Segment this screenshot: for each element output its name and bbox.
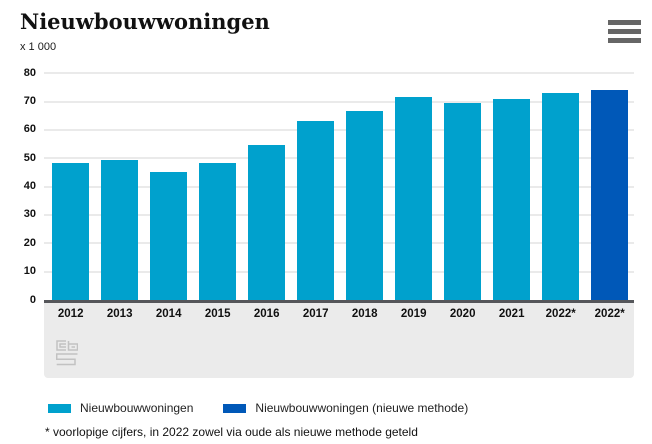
menu-bar [608, 38, 641, 43]
y-axis-label: 40 [23, 180, 36, 193]
legend-item: Nieuwbouwwoningen [48, 401, 193, 415]
menu-bar [608, 20, 641, 25]
x-axis-label: 2021 [498, 308, 525, 320]
bar-2017[interactable] [297, 121, 335, 300]
legend-item: Nieuwbouwwoningen (nieuwe methode) [223, 401, 468, 415]
gridline [44, 72, 634, 75]
gridline [44, 213, 634, 216]
y-axis-label: 10 [23, 265, 36, 278]
bar-2016[interactable] [248, 145, 286, 300]
cbs-logo-icon [56, 340, 78, 366]
x-axis-label: 2015 [204, 308, 231, 320]
y-axis-label: 60 [23, 123, 36, 136]
gridline [44, 270, 634, 273]
y-axis-label: 30 [23, 208, 36, 221]
x-axis-label: 2019 [400, 308, 427, 320]
gridline [44, 185, 634, 188]
gridline [44, 128, 634, 131]
gridline [44, 242, 634, 245]
menu-bar [608, 29, 641, 34]
x-axis-label: 2016 [253, 308, 280, 320]
chart-title: Nieuwbouwwoningen [20, 9, 270, 34]
gridline [44, 100, 634, 103]
bar-2013[interactable] [101, 159, 139, 300]
x-axis-band [44, 303, 634, 378]
hamburger-menu-icon[interactable] [608, 20, 641, 43]
bar-2020[interactable] [444, 102, 482, 300]
x-axis-label: 2014 [155, 308, 182, 320]
bar-2022*[interactable] [591, 90, 629, 300]
legend-label: Nieuwbouwwoningen [80, 401, 194, 415]
legend-label: Nieuwbouwwoningen (nieuwe methode) [255, 401, 469, 415]
legend: Nieuwbouwwoningen Nieuwbouwwoningen (nie… [48, 401, 468, 415]
footnote: * voorlopige cijfers, in 2022 zowel via … [45, 425, 418, 439]
y-axis-unit-label: x 1 000 [20, 41, 57, 53]
y-axis-label: 50 [23, 151, 36, 164]
x-axis-label: 2022* [594, 308, 625, 320]
y-axis-label: 20 [23, 236, 36, 249]
bar-2019[interactable] [395, 97, 433, 300]
legend-swatch-nieuwbouwwoningen [48, 403, 71, 413]
x-axis-label: 2020 [449, 308, 476, 320]
legend-swatch-nieuwe-methode [223, 403, 247, 413]
gridline [44, 157, 634, 160]
bar-2015[interactable] [199, 162, 237, 300]
y-axis-label: 70 [23, 95, 36, 108]
x-axis-label: 2013 [106, 308, 133, 320]
bar-2014[interactable] [150, 172, 188, 300]
bar-2018[interactable] [346, 111, 384, 300]
y-axis-label: 80 [23, 66, 36, 79]
bar-2012[interactable] [52, 162, 90, 300]
x-axis-label: 2017 [302, 308, 329, 320]
x-axis-label: 2012 [57, 308, 84, 320]
x-axis-label: 2018 [351, 308, 378, 320]
bar-2022*[interactable] [542, 93, 580, 300]
y-axis-label: 0 [29, 293, 36, 306]
x-axis-line [44, 300, 634, 303]
x-axis-label: 2022* [545, 308, 576, 320]
bar-2021[interactable] [493, 98, 531, 300]
